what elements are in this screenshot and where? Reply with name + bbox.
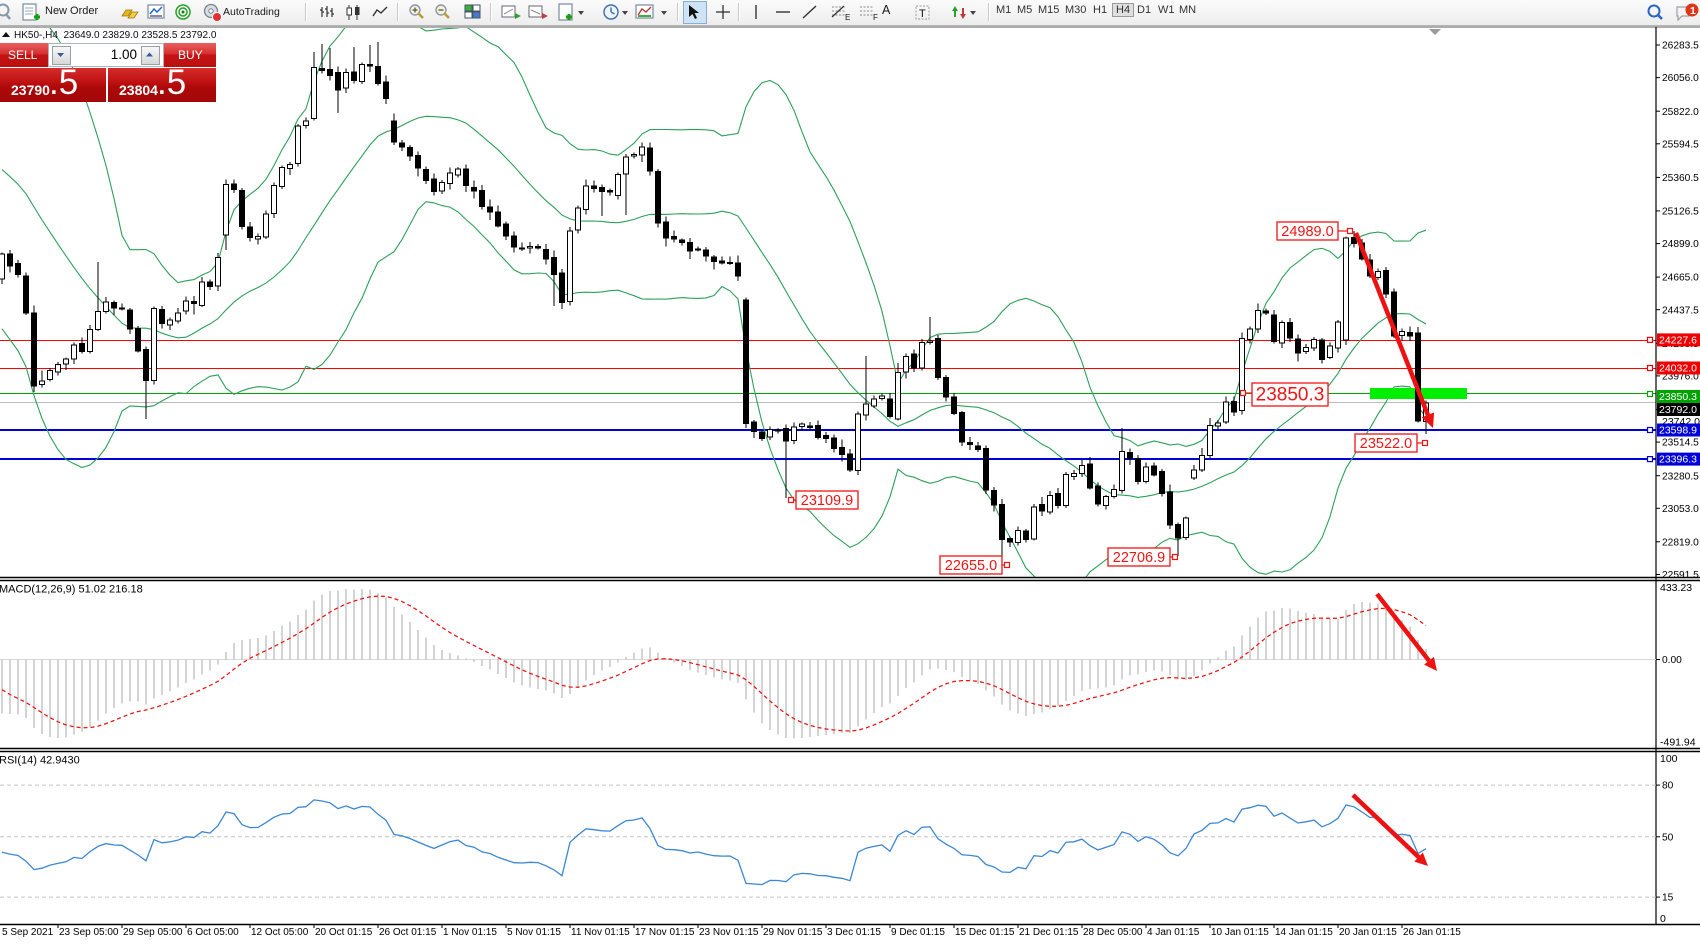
svg-text:22591.5: 22591.5: [1662, 570, 1699, 581]
svg-text:23792.0: 23792.0: [1659, 404, 1697, 416]
svg-text:22819.0: 22819.0: [1662, 537, 1699, 548]
svg-text:433.23: 433.23: [1660, 582, 1692, 594]
svg-text:11 Nov 01:15: 11 Nov 01:15: [571, 927, 630, 938]
svg-text:5 Nov 01:15: 5 Nov 01:15: [507, 927, 561, 938]
svg-text:23976.0: 23976.0: [1662, 372, 1699, 383]
svg-text:24437.5: 24437.5: [1662, 305, 1699, 316]
svg-text:23850.3: 23850.3: [1659, 391, 1697, 403]
svg-text:23109.9: 23109.9: [801, 493, 853, 509]
svg-text:22706.9: 22706.9: [1113, 550, 1165, 566]
svg-text:1: 1: [1690, 5, 1696, 17]
svg-text:F: F: [873, 13, 878, 21]
svg-text:23598.9: 23598.9: [1659, 425, 1697, 437]
svg-text:3 Dec 01:15: 3 Dec 01:15: [827, 927, 881, 938]
svg-text:20 Jan 01:15: 20 Jan 01:15: [1339, 927, 1397, 938]
svg-text:23850.3: 23850.3: [1256, 385, 1325, 406]
svg-text:T: T: [919, 8, 926, 20]
svg-text:MACD(12,26,9) 51.02 216.18: MACD(12,26,9) 51.02 216.18: [0, 584, 143, 596]
svg-text:23 Sep 05:00: 23 Sep 05:00: [59, 927, 119, 938]
svg-text:15: 15: [1662, 893, 1674, 904]
svg-text:23522.0: 23522.0: [1360, 436, 1412, 452]
svg-text:21 Dec 01:15: 21 Dec 01:15: [1019, 927, 1079, 938]
svg-text:15 Dec 01:15: 15 Dec 01:15: [955, 927, 1015, 938]
svg-text:4 Jan 01:15: 4 Jan 01:15: [1147, 927, 1200, 938]
svg-text:50: 50: [1662, 832, 1674, 843]
svg-text:29 Sep 05:00: 29 Sep 05:00: [123, 927, 183, 938]
svg-text:6 Oct 05:00: 6 Oct 05:00: [187, 927, 239, 938]
svg-text:0: 0: [1660, 913, 1666, 925]
svg-text:25594.5: 25594.5: [1662, 139, 1699, 150]
svg-text:29 Nov 01:15: 29 Nov 01:15: [763, 927, 823, 938]
svg-text:25822.0: 25822.0: [1662, 107, 1699, 118]
svg-text:23053.0: 23053.0: [1662, 504, 1699, 515]
svg-text:22655.0: 22655.0: [945, 558, 997, 574]
svg-text:100: 100: [1660, 753, 1678, 765]
svg-text:26 Jan 01:15: 26 Jan 01:15: [1403, 927, 1461, 938]
svg-text:-491.94: -491.94: [1660, 737, 1696, 749]
svg-text:24032.0: 24032.0: [1659, 363, 1697, 375]
svg-text:24665.0: 24665.0: [1662, 273, 1699, 284]
svg-text:26 Oct 01:15: 26 Oct 01:15: [379, 927, 437, 938]
svg-text:RSI(14) 42.9430: RSI(14) 42.9430: [0, 755, 80, 767]
svg-text:24227.6: 24227.6: [1659, 335, 1697, 347]
svg-text:1 Nov 01:15: 1 Nov 01:15: [443, 927, 497, 938]
svg-text:17 Nov 01:15: 17 Nov 01:15: [635, 927, 695, 938]
svg-text:25360.5: 25360.5: [1662, 173, 1699, 184]
svg-text:28 Dec 05:00: 28 Dec 05:00: [1083, 927, 1143, 938]
svg-text:0.00: 0.00: [1662, 655, 1682, 666]
svg-text:12 Oct 05:00: 12 Oct 05:00: [251, 927, 309, 938]
svg-text:25126.5: 25126.5: [1662, 207, 1699, 218]
svg-text:23514.5: 23514.5: [1662, 438, 1699, 449]
svg-text:14 Jan 01:15: 14 Jan 01:15: [1275, 927, 1333, 938]
svg-text:9 Dec 01:15: 9 Dec 01:15: [891, 927, 945, 938]
svg-text:5 Sep 2021: 5 Sep 2021: [2, 927, 54, 938]
svg-text:24989.0: 24989.0: [1281, 224, 1333, 240]
svg-text:26283.5: 26283.5: [1662, 41, 1699, 52]
svg-text:20 Oct 01:15: 20 Oct 01:15: [315, 927, 373, 938]
svg-text:23280.5: 23280.5: [1662, 471, 1699, 482]
svg-text:80: 80: [1662, 781, 1674, 792]
svg-text:26056.0: 26056.0: [1662, 73, 1699, 84]
svg-text:23 Nov 01:15: 23 Nov 01:15: [699, 927, 759, 938]
svg-text:10 Jan 01:15: 10 Jan 01:15: [1211, 927, 1269, 938]
svg-text:E: E: [845, 13, 850, 21]
svg-text:24899.0: 24899.0: [1662, 239, 1699, 250]
svg-text:23396.3: 23396.3: [1659, 454, 1697, 466]
